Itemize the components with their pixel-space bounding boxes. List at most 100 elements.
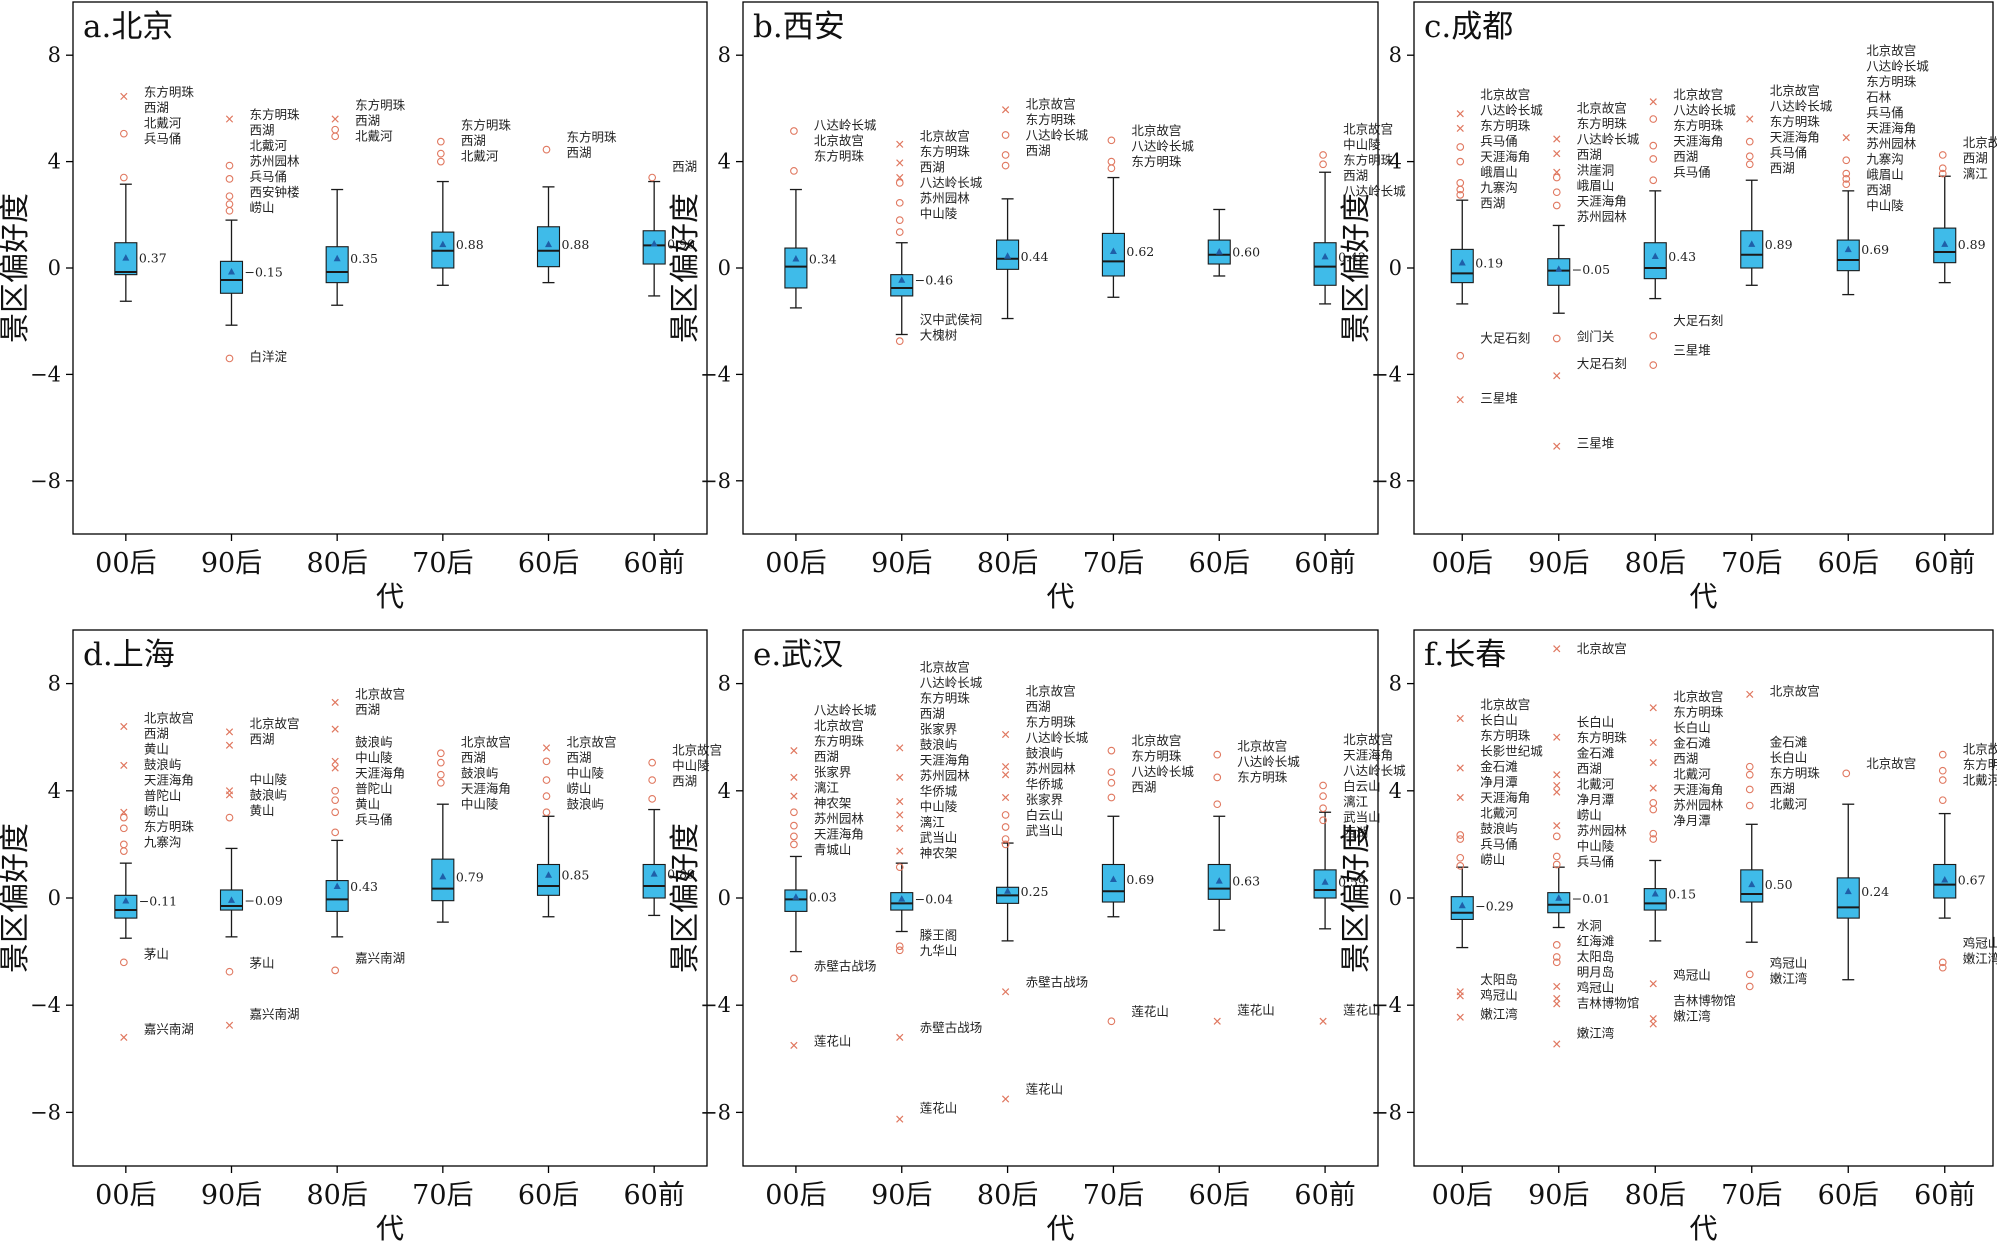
outlier-circle [542, 145, 551, 154]
outlier-label: 北戴河 [355, 129, 393, 144]
outlier-cross [331, 757, 339, 765]
outlier-circle [790, 808, 798, 817]
mean-label: 0.03 [809, 890, 837, 905]
outlier-label: 金石滩 [1480, 759, 1518, 774]
outlier-label: 中山陵 [1343, 137, 1381, 152]
y-tick-label: −4 [1371, 362, 1402, 386]
outlier-label: 东方明珠 [144, 84, 195, 99]
outlier-circle [895, 228, 904, 236]
outlier-circle [790, 127, 798, 135]
x-tick-label: 70后 [1721, 1180, 1782, 1211]
outlier-label: 莲花山 [920, 1100, 958, 1115]
outlier-label: 长白山 [1577, 714, 1615, 729]
outlier-label: 明月岛 [1577, 965, 1615, 980]
outlier-cross [1456, 992, 1464, 1000]
outlier-label: 天涯海角 [1577, 193, 1627, 208]
iqr-box [1740, 230, 1764, 269]
outlier-label: 中山陵 [920, 799, 958, 814]
mean-label: 0.34 [809, 251, 837, 266]
outlier-label: 石林 [1866, 90, 1892, 105]
x-tick-label: 80后 [306, 548, 367, 579]
outlier-circle [1456, 835, 1465, 843]
outlier-label: 苏州园林 [1866, 136, 1917, 151]
outlier-label: 东方明珠 [1480, 728, 1531, 743]
outlier-label: 张家界 [1026, 792, 1064, 807]
outlier-circle [1456, 191, 1465, 199]
outlier-label: 天涯海角 [1866, 121, 1916, 136]
outlier-label: 崂山 [567, 781, 592, 796]
mean-marker [439, 240, 447, 248]
outlier-label: 武当山 [1026, 823, 1064, 838]
mean-label: −0.01 [1572, 891, 1610, 906]
outlier-label: 东方明珠 [461, 118, 512, 133]
outlier-cross [225, 791, 234, 799]
mean-marker [1321, 252, 1329, 260]
outlier-label: 嫩江湾 [1770, 971, 1808, 986]
outlier-circle [1552, 173, 1561, 182]
outlier-label: 赤壁古战场 [814, 958, 877, 973]
box-1: 0.03 八达岭长城北京故宫东方明珠西湖张家界漓江神农架苏州园林天涯海角青城山赤壁… [784, 702, 877, 1050]
outlier-label: 东方明珠 [814, 149, 865, 164]
mean-marker [1748, 240, 1756, 247]
outlier-label: 崂山 [1577, 807, 1602, 822]
outlier-circle [1319, 781, 1327, 790]
outlier-circle [1552, 832, 1561, 841]
outlier-cross [1649, 784, 1657, 792]
y-tick-label: 0 [48, 256, 61, 280]
iqr-box [890, 274, 914, 297]
outlier-cross [1553, 1040, 1561, 1048]
outlier-label: 东方明珠 [1026, 112, 1077, 127]
iqr-box [219, 260, 244, 294]
outlier-circle [1552, 334, 1561, 343]
outlier-label: 东方明珠 [1673, 705, 1724, 720]
y-tick-label: 8 [718, 672, 731, 696]
outlier-label: 崂山 [250, 200, 275, 215]
outlier-label: 西湖 [1131, 780, 1156, 795]
outlier-circle [1552, 852, 1561, 861]
outlier-circle [542, 757, 551, 766]
outlier-cross [1553, 994, 1561, 1003]
outlier-cross [1213, 1017, 1221, 1025]
outlier-label: 中山陵 [461, 797, 499, 812]
outlier-cross [790, 792, 798, 800]
outlier-label: 西湖 [1963, 150, 1988, 165]
outlier-label: 长白山 [1480, 713, 1518, 728]
outlier-label: 苏州园林 [814, 811, 865, 826]
outlier-circle [895, 942, 904, 951]
outlier-label: 大槐树 [920, 327, 958, 342]
outlier-label: 中山陵 [250, 772, 288, 787]
outlier-label: 白洋淀 [250, 349, 288, 364]
outlier-label: 中山陵 [355, 750, 393, 765]
panel-title: d.上海 [83, 637, 175, 673]
outlier-label: 莲花山 [1237, 1003, 1275, 1018]
x-tick-label: 60前 [1294, 548, 1355, 579]
outlier-circle [1745, 801, 1754, 810]
outlier-label: 东方明珠 [567, 130, 618, 145]
outlier-cross [1553, 788, 1561, 796]
outlier-label: 北京故宫 [461, 735, 511, 750]
mean-label: 0.88 [456, 237, 484, 252]
outlier-label: 北京故宫 [1963, 135, 1997, 150]
mean-label: 0.19 [1475, 255, 1503, 270]
mean-marker [1844, 887, 1852, 895]
box-6: 0.67 北京故宫东方明珠北戴河鸡冠山嫩江湾 [1933, 741, 1997, 972]
box-5: 0.60 [1207, 208, 1260, 277]
outlier-label: 嘉兴南湖 [355, 950, 405, 965]
outlier-label: 嘉兴南湖 [250, 1007, 300, 1022]
outlier-circle [1938, 766, 1947, 775]
x-axis-label: 代 [1046, 1212, 1074, 1245]
outlier-label: 西湖 [1866, 183, 1891, 198]
outlier-cross [225, 1021, 234, 1029]
outlier-label: 北京故宫 [1480, 697, 1530, 712]
iqr-box [1643, 888, 1667, 911]
iqr-box [114, 894, 138, 919]
outlier-label: 兵马俑 [355, 812, 393, 827]
outlier-label: 西湖 [1577, 761, 1602, 776]
x-tick-label: 70后 [1083, 1180, 1144, 1211]
